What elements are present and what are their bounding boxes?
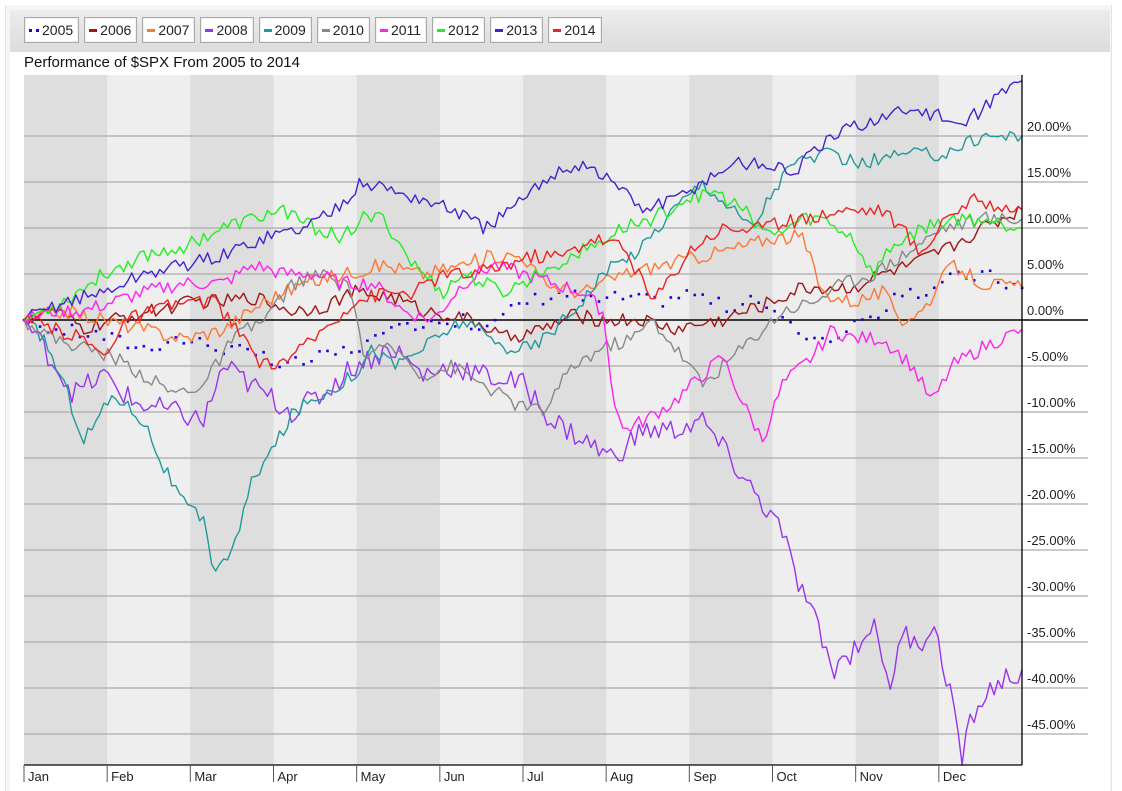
legend-item-2011[interactable]: 2011 <box>374 17 428 43</box>
chart-title: Performance of $SPX From 2005 to 2014 <box>24 54 300 71</box>
legend-item-2007[interactable]: 2007 <box>142 17 196 43</box>
series-2005-line <box>22 269 1024 369</box>
x-tick-label: Jan <box>28 769 49 784</box>
y-tick-label: 5.00% <box>1027 257 1064 272</box>
series-2006-line <box>23 205 1023 343</box>
legend-label: 2009 <box>274 22 306 38</box>
series-2014-line <box>23 193 1023 370</box>
series-2013-line <box>23 80 1023 321</box>
series-2012-line <box>23 189 1023 321</box>
month-band <box>689 75 773 765</box>
legend-swatch-icon <box>205 28 214 32</box>
month-band <box>855 75 940 765</box>
y-tick-label: 0.00% <box>1027 303 1064 318</box>
y-tick-label: 20.00% <box>1027 119 1072 134</box>
series-2007-line <box>23 229 1023 343</box>
month-band <box>772 75 857 765</box>
legend-item-2008[interactable]: 2008 <box>200 17 254 43</box>
legend-swatch-icon <box>379 28 388 32</box>
x-tick-label: Apr <box>278 769 299 784</box>
y-tick-label: -45.00% <box>1027 717 1076 732</box>
legend-swatch-icon <box>437 28 446 32</box>
month-band <box>439 75 524 765</box>
x-tick-label: Mar <box>194 769 217 784</box>
x-tick-label: Jul <box>527 769 544 784</box>
legend-label: 2007 <box>158 22 190 38</box>
legend-swatch-icon <box>321 28 330 32</box>
legend-item-2012[interactable]: 2012 <box>432 17 486 43</box>
legend-toolbar: 2005 2006 2007 2008 2009 2010 2011 2012 2013 2014 <box>10 10 1110 52</box>
x-tick-label: Nov <box>860 769 884 784</box>
legend-item-2010[interactable]: 2010 <box>316 17 370 43</box>
month-band <box>356 75 441 765</box>
x-tick-label: Oct <box>777 769 798 784</box>
y-tick-label: -25.00% <box>1027 533 1076 548</box>
x-tick-label: Jun <box>444 769 465 784</box>
legend-label: 2011 <box>390 22 422 38</box>
legend-label: 2010 <box>332 22 364 38</box>
x-tick-label: May <box>361 769 386 784</box>
y-tick-label: -35.00% <box>1027 625 1076 640</box>
y-tick-label: -40.00% <box>1027 671 1076 686</box>
legend-label: 2006 <box>100 22 132 38</box>
y-tick-label: -15.00% <box>1027 441 1076 456</box>
month-band <box>24 75 108 765</box>
month-band <box>523 75 607 765</box>
y-tick-label: -30.00% <box>1027 579 1076 594</box>
legend-swatch-icon <box>147 28 156 32</box>
series-2011-line <box>23 260 1023 443</box>
legend-label: 2005 <box>42 22 74 38</box>
month-band <box>273 75 358 765</box>
legend-item-2014[interactable]: 2014 <box>548 17 602 43</box>
legend-label: 2008 <box>216 22 248 38</box>
legend-label: 2014 <box>564 22 596 38</box>
legend-label: 2013 <box>506 22 538 38</box>
x-tick-label: Aug <box>610 769 633 784</box>
series-2008-line <box>23 319 1023 766</box>
y-tick-label: -5.00% <box>1027 349 1069 364</box>
legend-item-2013[interactable]: 2013 <box>490 17 544 43</box>
month-band <box>606 75 690 765</box>
legend: 2005 2006 2007 2008 2009 2010 2011 2012 2013 2014 <box>24 17 602 43</box>
legend-swatch-icon <box>553 28 562 32</box>
legend-swatch-icon <box>495 28 504 32</box>
x-tick-label: Dec <box>943 769 967 784</box>
legend-item-2009[interactable]: 2009 <box>258 17 312 43</box>
y-tick-label: -20.00% <box>1027 487 1076 502</box>
legend-item-2005[interactable]: 2005 <box>24 17 80 43</box>
month-band <box>107 75 191 765</box>
series-2010-line <box>23 211 1023 417</box>
legend-swatch-icon <box>29 28 39 32</box>
y-tick-label: 15.00% <box>1027 165 1072 180</box>
y-tick-label: 10.00% <box>1027 211 1072 226</box>
x-tick-label: Sep <box>693 769 716 784</box>
legend-item-2006[interactable]: 2006 <box>84 17 138 43</box>
x-tick-label: Feb <box>111 769 133 784</box>
y-tick-label: -10.00% <box>1027 395 1076 410</box>
series-2009-line <box>23 130 1023 572</box>
month-band <box>190 75 274 765</box>
legend-swatch-icon <box>89 28 98 32</box>
month-band <box>938 75 1023 765</box>
legend-label: 2012 <box>448 22 480 38</box>
legend-swatch-icon <box>263 28 272 32</box>
